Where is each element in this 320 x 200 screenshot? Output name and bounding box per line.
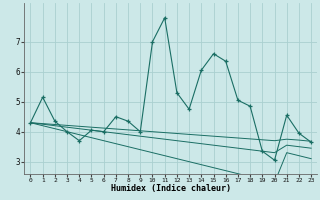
X-axis label: Humidex (Indice chaleur): Humidex (Indice chaleur) (111, 184, 231, 193)
